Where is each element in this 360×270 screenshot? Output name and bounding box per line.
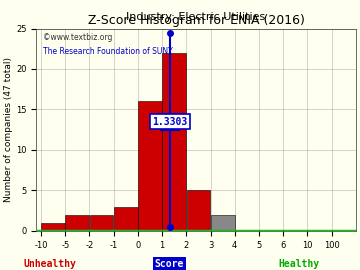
Bar	[211, 215, 234, 231]
Bar	[114, 207, 138, 231]
Title: Z-Score Histogram for ENIA (2016): Z-Score Histogram for ENIA (2016)	[87, 14, 305, 27]
Bar	[41, 223, 65, 231]
Y-axis label: Number of companies (47 total): Number of companies (47 total)	[4, 57, 13, 202]
Text: The Research Foundation of SUNY: The Research Foundation of SUNY	[42, 47, 172, 56]
Bar	[162, 53, 186, 231]
Text: Score: Score	[154, 259, 184, 269]
Text: Healthy: Healthy	[278, 259, 319, 269]
Bar	[66, 215, 89, 231]
Bar	[90, 215, 113, 231]
Bar	[186, 190, 210, 231]
Text: 1.3303: 1.3303	[153, 117, 188, 127]
Text: ©www.textbiz.org: ©www.textbiz.org	[42, 33, 112, 42]
Bar	[138, 101, 162, 231]
Text: Unhealthy: Unhealthy	[24, 259, 77, 269]
Text: Industry: Electric Utilities: Industry: Electric Utilities	[126, 12, 266, 22]
